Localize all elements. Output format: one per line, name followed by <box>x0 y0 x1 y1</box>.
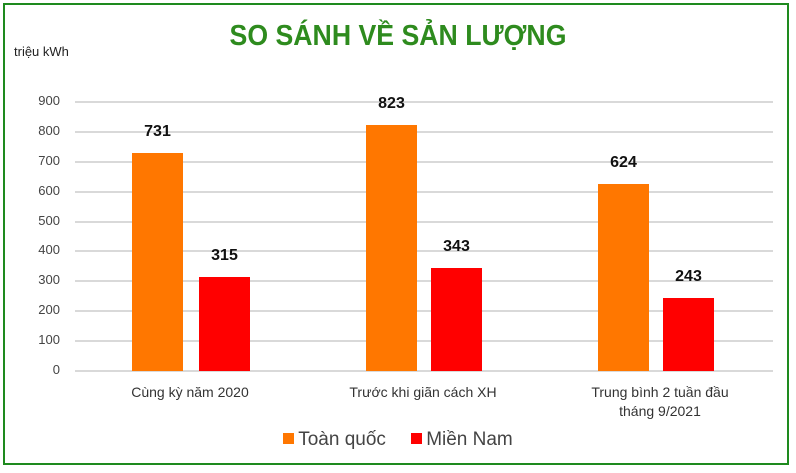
gridline <box>75 340 773 343</box>
legend-item-toan-quoc: Toàn quốc <box>283 429 386 450</box>
gridline <box>75 160 773 163</box>
y-tick-label: 900 <box>38 93 60 108</box>
y-axis-unit: triệu kWh <box>14 44 69 59</box>
gridline <box>75 250 773 253</box>
data-label: 731 <box>144 122 171 140</box>
data-label: 315 <box>211 246 238 264</box>
gridline <box>75 280 773 283</box>
legend: Toàn quốc Miền Nam <box>0 429 796 451</box>
bar-toan-quoc <box>366 125 417 371</box>
legend-swatch <box>283 433 295 444</box>
y-tick-label: 500 <box>38 212 60 228</box>
gridline <box>75 101 773 103</box>
legend-item-mien-nam: Miền Nam <box>411 429 513 450</box>
legend-label: Toàn quốc <box>298 429 386 450</box>
y-tick-label: 100 <box>38 332 60 348</box>
gridline <box>75 190 773 193</box>
gridline <box>75 130 773 133</box>
gridline <box>75 370 773 372</box>
bar-toan-quoc <box>132 152 183 371</box>
category-label-text: Trước khi giãn cách XH <box>349 384 497 400</box>
y-tick-label: 600 <box>38 182 60 198</box>
legend-label: Miền Nam <box>426 429 513 450</box>
data-label: 823 <box>378 95 405 112</box>
gridline <box>75 310 773 313</box>
category-label-1: Cùng kỳ năm 2020 <box>95 383 285 402</box>
bar-toan-quoc <box>598 184 649 371</box>
y-tick-label: 0 <box>52 362 60 377</box>
data-label: 624 <box>610 154 637 172</box>
chart-border <box>3 3 789 465</box>
chart-title: SO SÁNH VỀ SẢN LƯỢNG <box>229 20 567 52</box>
y-tick-label: 200 <box>38 302 60 318</box>
category-label-text-line2: tháng 9/2021 <box>619 403 701 419</box>
bar-mien-nam <box>431 268 482 371</box>
data-label: 243 <box>675 268 702 286</box>
category-label-text: Cùng kỳ năm 2020 <box>131 384 249 400</box>
legend-swatch <box>411 433 423 444</box>
category-label-text: Trung bình 2 tuần đầu <box>591 384 729 400</box>
y-tick-label: 400 <box>38 242 60 258</box>
bar-mien-nam <box>199 276 250 371</box>
category-label-2: Trước khi giãn cách XH <box>318 383 528 402</box>
data-label: 343 <box>443 238 470 256</box>
y-tick-label: 300 <box>38 272 60 288</box>
bar-mien-nam <box>663 298 714 371</box>
gridline <box>75 220 773 223</box>
y-tick-label: 700 <box>38 152 60 168</box>
category-label-3: Trung bình 2 tuần đầu tháng 9/2021 <box>550 383 770 421</box>
y-tick-label: 800 <box>38 122 60 138</box>
